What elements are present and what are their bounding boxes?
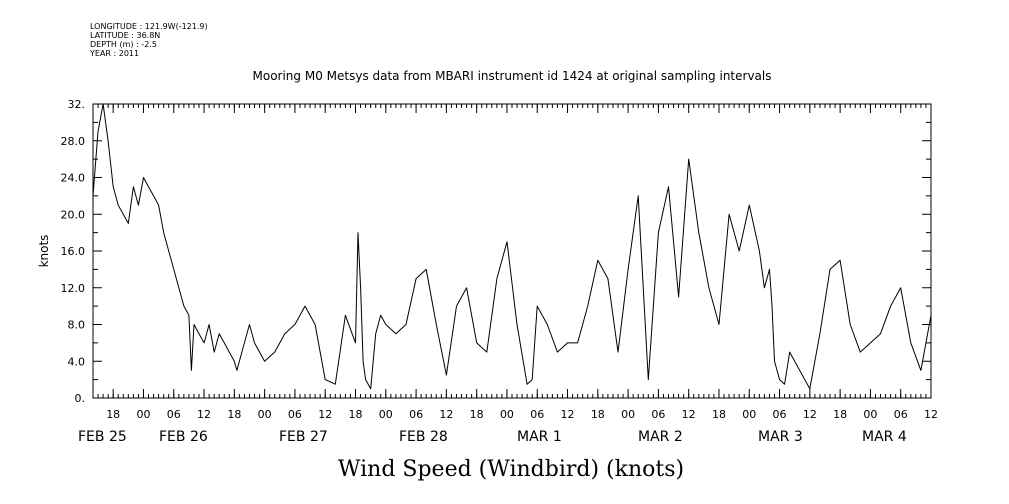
metadata-block: LONGITUDE : 121.9W(-121.9) LATITUDE : 36…: [90, 22, 208, 58]
x-hour-label: 06: [894, 408, 908, 421]
x-hour-label: 00: [379, 408, 393, 421]
x-hour-label: 18: [712, 408, 726, 421]
x-hour-label: 12: [803, 408, 817, 421]
x-hour-label: 12: [439, 408, 453, 421]
x-hour-label: 06: [167, 408, 181, 421]
depth-label: DEPTH (m) : -2.5: [90, 40, 157, 49]
x-hour-label: 00: [742, 408, 756, 421]
x-hour-label: 18: [591, 408, 605, 421]
x-hour-label: 18: [227, 408, 241, 421]
x-hour-label: 12: [924, 408, 938, 421]
x-date-label: FEB 26: [159, 429, 208, 445]
y-tick-label: 16.0: [61, 245, 86, 258]
x-hour-label: 18: [833, 408, 847, 421]
x-hour-label: 06: [773, 408, 787, 421]
x-hour-label: 00: [500, 408, 514, 421]
x-date-label: MAR 4: [862, 429, 907, 445]
x-date-label: FEB 25: [78, 429, 127, 445]
x-hour-label: 12: [682, 408, 696, 421]
year-label: YEAR : 2011: [90, 49, 140, 58]
x-date-label: FEB 28: [399, 429, 448, 445]
x-hour-label: 06: [651, 408, 665, 421]
y-tick-label: 12.0: [61, 282, 86, 295]
x-axis-label: Wind Speed (Windbird) (knots): [338, 457, 684, 482]
axes: 0. 4.0 8.0 12.0 16.0 20.0 24.0 28.0 32. 18 00 06 12 1…: [61, 98, 939, 445]
x-hour-label: 12: [318, 408, 332, 421]
x-hour-label: 12: [561, 408, 575, 421]
x-date-label: MAR 1: [517, 429, 562, 445]
y-tick-label: 4.0: [68, 355, 86, 368]
chart-title: Mooring M0 Metsys data from MBARI instru…: [253, 69, 772, 83]
latitude-label: LATITUDE : 36.8N: [90, 31, 161, 40]
x-hour-label: 18: [106, 408, 120, 421]
plot-frame: [92, 103, 932, 399]
wind-speed-series-line: [92, 103, 932, 390]
y-tick-label: 24.0: [61, 172, 86, 185]
x-hour-label: 00: [863, 408, 877, 421]
longitude-label: LONGITUDE : 121.9W(-121.9): [90, 22, 208, 31]
x-hour-label: 06: [409, 408, 423, 421]
x-hour-label: 00: [621, 408, 635, 421]
plot-area: [92, 103, 932, 390]
y-tick-label: 0.: [75, 392, 86, 405]
x-hour-label: 18: [349, 408, 363, 421]
x-date-label: MAR 3: [758, 429, 803, 445]
y-tick-label: 20.0: [61, 208, 86, 221]
x-date-label: MAR 2: [638, 429, 683, 445]
x-hour-label: 06: [530, 408, 544, 421]
y-axis-label: knots: [37, 235, 51, 268]
x-hour-label: 18: [470, 408, 484, 421]
y-tick-label: 8.0: [68, 319, 86, 332]
x-hour-label: 12: [197, 408, 211, 421]
x-hour-label: 00: [258, 408, 272, 421]
x-date-label: FEB 27: [279, 429, 328, 445]
x-hour-label: 06: [288, 408, 302, 421]
y-tick-label: 32.: [68, 98, 86, 111]
x-hour-label: 00: [136, 408, 150, 421]
y-tick-label: 28.0: [61, 135, 86, 148]
